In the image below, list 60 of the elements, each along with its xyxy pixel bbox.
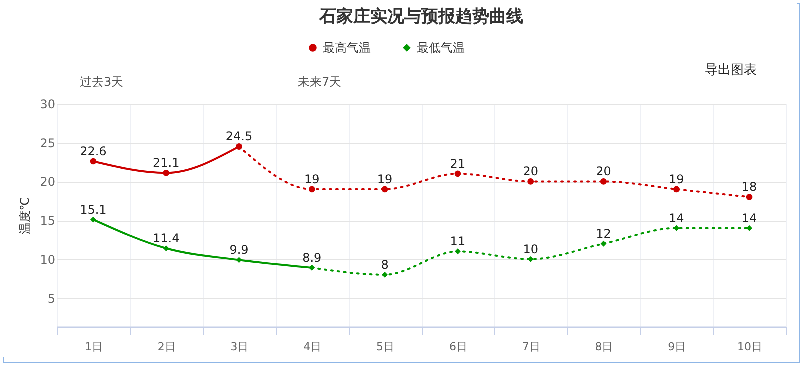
chart-title: 石家庄实况与预报趋势曲线 <box>318 7 524 27</box>
point <box>309 264 316 271</box>
y-tick-label: 20 <box>40 175 56 190</box>
data-label: 15.1 <box>80 202 107 217</box>
legend-label: 最低气温 <box>417 41 465 55</box>
x-tick-label: 7日 <box>522 340 540 354</box>
data-label: 10 <box>523 242 538 256</box>
data-label: 18 <box>742 180 758 194</box>
y-axis-title: 温度℃ <box>18 197 32 235</box>
text: 过去3天 <box>80 74 124 91</box>
data-label: 19 <box>669 172 684 186</box>
point <box>600 178 607 185</box>
point <box>90 216 96 223</box>
data-label: 22.6 <box>80 144 107 158</box>
point <box>90 158 97 165</box>
data-label: 8.9 <box>302 250 322 265</box>
data-label: 21.1 <box>152 156 180 170</box>
y-tick-label: 25 <box>40 136 56 150</box>
x-tick-label: 2日 <box>158 340 176 354</box>
data-label: 20 <box>523 164 538 179</box>
point <box>454 248 461 255</box>
data-label: 24.5 <box>226 130 253 144</box>
y-tick-label: 5 <box>48 292 56 306</box>
x-tick-label: 9日 <box>668 340 686 354</box>
point <box>673 186 680 193</box>
data-label: 9.9 <box>230 243 249 258</box>
x-tick-label: 1日 <box>84 340 103 354</box>
text: 导出图表 <box>705 62 757 79</box>
y-tick-label: 10 <box>40 252 56 267</box>
point <box>308 186 316 193</box>
point <box>746 225 753 232</box>
data-label: 8 <box>381 258 389 272</box>
legend-label: 最高气温 <box>323 41 371 55</box>
x-tick-label: 5日 <box>376 340 395 354</box>
point <box>528 178 534 185</box>
data-label: 19 <box>304 172 320 186</box>
point <box>746 194 753 200</box>
y-tick-label: 15 <box>40 214 56 228</box>
data-label: 11 <box>450 234 466 249</box>
point <box>454 170 462 178</box>
data-label: 21 <box>450 156 466 171</box>
point <box>236 144 242 150</box>
data-label: 20 <box>596 164 612 179</box>
y-tick-label: 30 <box>40 98 56 112</box>
data-label: 14 <box>669 211 684 226</box>
x-tick-label: 3日 <box>230 340 249 354</box>
x-tick-label: 6日 <box>449 340 468 354</box>
point <box>382 186 388 193</box>
x-tick-label: 8日 <box>595 340 614 354</box>
x-tick-label: 10日 <box>738 340 763 354</box>
data-label: 14 <box>742 211 758 226</box>
data-label: 19 <box>377 172 393 186</box>
point <box>382 272 388 278</box>
text: 未来7天 <box>298 74 342 91</box>
data-label: 12 <box>596 226 612 241</box>
data-label: 11.4 <box>152 232 180 246</box>
point <box>163 170 170 176</box>
point <box>600 240 607 247</box>
x-tick-label: 4日 <box>304 340 322 354</box>
point <box>163 246 170 252</box>
